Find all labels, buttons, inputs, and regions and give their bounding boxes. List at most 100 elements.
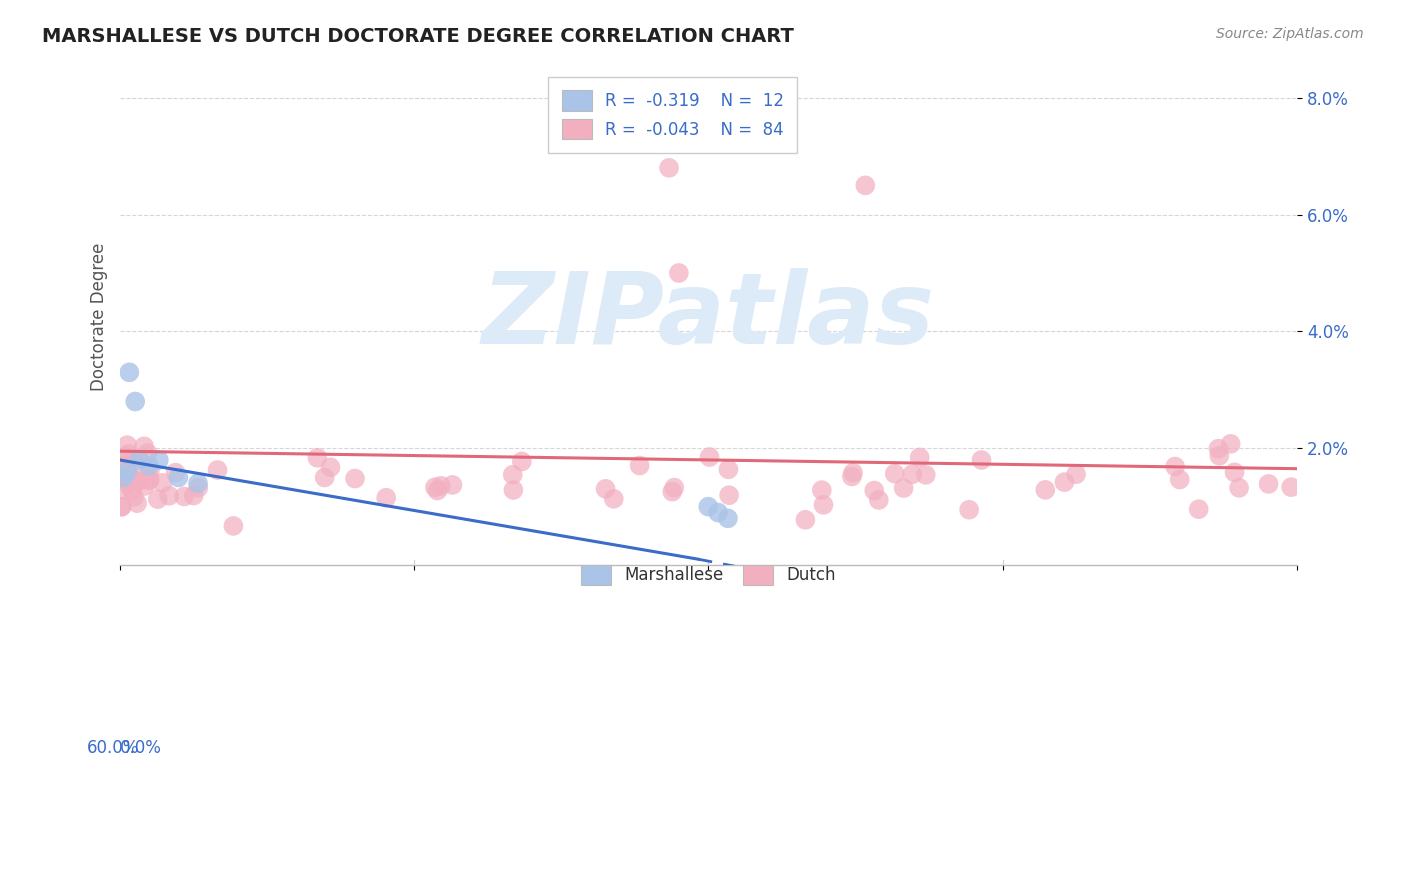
Point — [375, 491, 398, 505]
Point — [121, 483, 143, 498]
Point — [423, 480, 446, 494]
Point — [1223, 466, 1246, 480]
Point — [813, 498, 835, 512]
Point — [901, 467, 924, 482]
Point — [139, 473, 162, 487]
Point — [717, 511, 740, 525]
Point — [136, 446, 159, 460]
Point — [127, 496, 149, 510]
Point — [319, 460, 342, 475]
Point — [118, 365, 141, 379]
Point — [718, 488, 741, 502]
Point — [127, 475, 149, 489]
Point — [842, 466, 865, 480]
Point — [1033, 483, 1056, 497]
Point — [863, 483, 886, 498]
Point — [112, 470, 135, 484]
Point — [112, 483, 135, 497]
Point — [111, 500, 134, 514]
Point — [187, 476, 209, 491]
Point — [853, 178, 876, 193]
Point — [122, 453, 145, 467]
Point — [118, 447, 141, 461]
Legend: Marshallese, Dutch: Marshallese, Dutch — [574, 558, 842, 591]
Point — [841, 469, 863, 483]
Point — [115, 458, 138, 473]
Point — [661, 484, 683, 499]
Text: ZIPatlas: ZIPatlas — [482, 268, 935, 366]
Point — [914, 467, 936, 482]
Point — [595, 482, 617, 496]
Text: MARSHALLESE VS DUTCH DOCTORATE DEGREE CORRELATION CHART: MARSHALLESE VS DUTCH DOCTORATE DEGREE CO… — [42, 27, 794, 45]
Point — [122, 490, 145, 504]
Text: Source: ZipAtlas.com: Source: ZipAtlas.com — [1216, 27, 1364, 41]
Point — [697, 500, 720, 514]
Point — [207, 463, 229, 477]
Point — [1164, 459, 1187, 474]
Point — [124, 394, 146, 409]
Point — [426, 483, 449, 498]
Point — [502, 483, 524, 497]
Text: 60.0%: 60.0% — [87, 739, 139, 757]
Point — [717, 462, 740, 476]
Point — [707, 506, 730, 520]
Point — [110, 459, 132, 474]
Point — [957, 502, 980, 516]
Point — [510, 454, 533, 468]
Point — [120, 475, 142, 490]
Point — [1219, 437, 1241, 451]
Point — [110, 500, 132, 514]
Point — [157, 489, 180, 503]
Point — [187, 481, 209, 495]
Point — [146, 492, 169, 507]
Point — [1279, 480, 1302, 494]
Point — [148, 453, 170, 467]
Point — [664, 481, 686, 495]
Point — [127, 475, 149, 489]
Point — [165, 466, 187, 480]
Point — [1257, 476, 1279, 491]
Point — [1053, 475, 1076, 489]
Point — [868, 493, 890, 508]
Point — [628, 458, 651, 473]
Point — [173, 490, 195, 504]
Point — [183, 489, 205, 503]
Point — [117, 465, 139, 479]
Point — [128, 453, 150, 467]
Point — [307, 450, 329, 465]
Point — [908, 450, 931, 465]
Point — [811, 483, 834, 497]
Point — [502, 467, 524, 482]
Point — [138, 458, 160, 473]
Point — [430, 479, 453, 493]
Point — [658, 161, 681, 175]
Point — [138, 474, 160, 488]
Point — [112, 469, 135, 483]
Point — [344, 471, 367, 485]
Point — [114, 450, 136, 464]
Point — [117, 438, 139, 452]
Point — [117, 477, 139, 491]
Point — [167, 470, 190, 484]
Point — [1208, 442, 1230, 456]
Point — [121, 471, 143, 485]
Point — [1188, 502, 1211, 516]
Point — [134, 479, 156, 493]
Point — [893, 481, 915, 495]
Point — [603, 491, 626, 506]
Point — [122, 470, 145, 484]
Text: 0.0%: 0.0% — [120, 739, 162, 757]
Point — [1227, 481, 1250, 495]
Point — [794, 513, 817, 527]
Y-axis label: Doctorate Degree: Doctorate Degree — [90, 243, 108, 391]
Point — [132, 439, 155, 453]
Point — [1208, 449, 1230, 463]
Point — [441, 478, 464, 492]
Point — [314, 470, 336, 484]
Point — [970, 453, 993, 467]
Point — [668, 266, 690, 280]
Point — [139, 464, 162, 478]
Point — [699, 450, 721, 464]
Point — [883, 467, 905, 481]
Point — [1168, 473, 1191, 487]
